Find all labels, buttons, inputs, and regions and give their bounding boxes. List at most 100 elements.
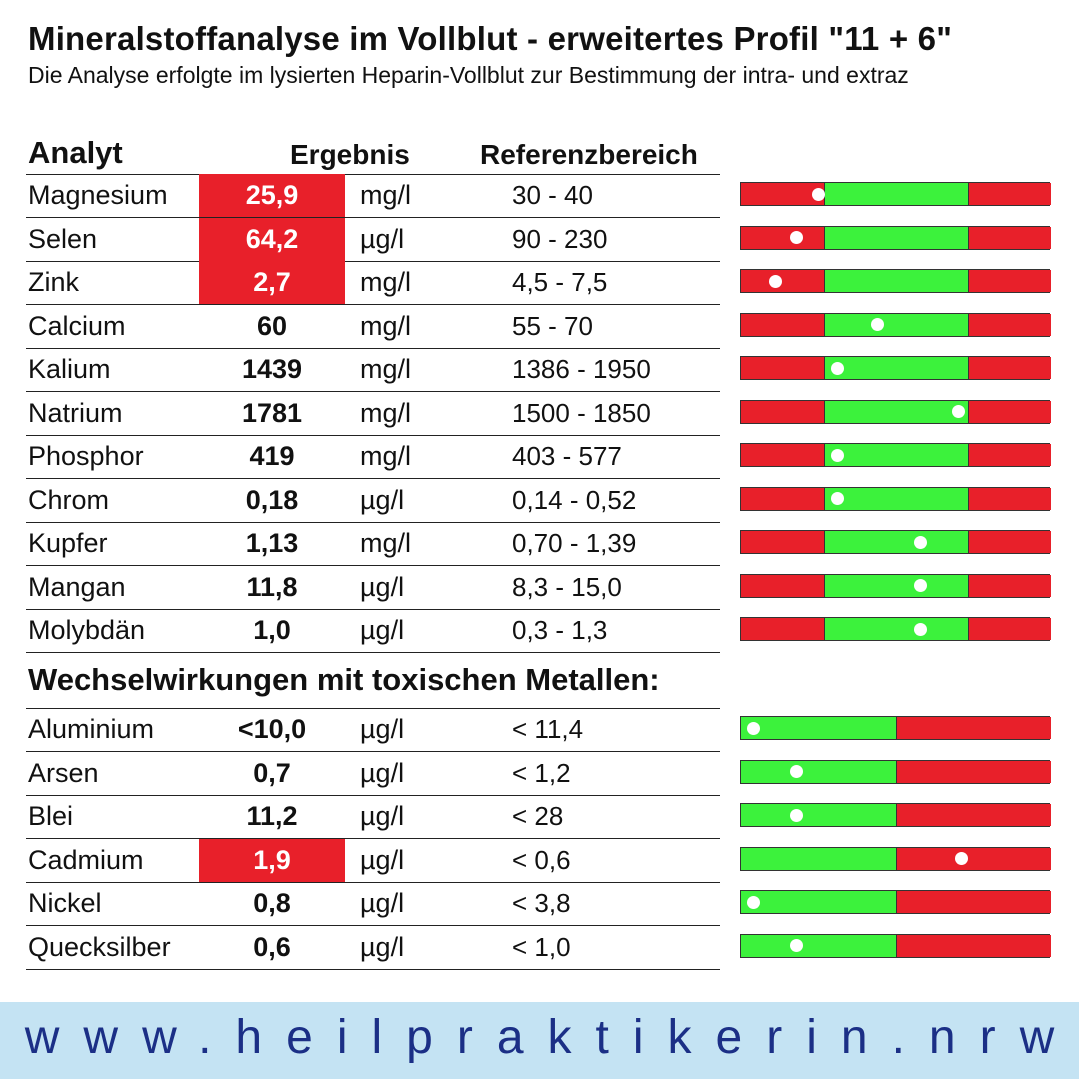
- table-row: Quecksilber 0,6 µg/l < 1,0: [0, 926, 1079, 970]
- range-indicator-bar: [740, 716, 1051, 740]
- range-boundary: [968, 313, 969, 336]
- range-segment-out: [741, 574, 824, 597]
- range-indicator-bar: [740, 617, 1051, 641]
- range-segment-out: [741, 183, 824, 205]
- result-unit: µg/l: [360, 844, 405, 875]
- range-segment-out: [968, 574, 1051, 597]
- footer-banner: www.heilpraktikerin.nrw: [0, 1002, 1079, 1079]
- range-segment-out: [896, 760, 1051, 783]
- table-row: Chrom 0,18 µg/l 0,14 - 0,52: [0, 479, 1079, 523]
- table-row: Zink 2,7 mg/l 4,5 - 7,5: [0, 261, 1079, 305]
- result-value: <10,0: [237, 714, 307, 744]
- result-value: 0,8: [253, 888, 291, 918]
- result-unit: µg/l: [360, 931, 405, 962]
- result-unit: mg/l: [360, 267, 412, 297]
- table-divider: [26, 608, 720, 610]
- range-boundary: [824, 313, 825, 336]
- value-marker-dot: [746, 895, 760, 909]
- range-segment-normal: [741, 717, 896, 739]
- range-boundary: [896, 717, 897, 739]
- reference-range: 55 - 70: [512, 310, 593, 341]
- result-unit: mg/l: [360, 354, 412, 384]
- range-boundary: [968, 270, 969, 292]
- table-row: Arsen 0,7 µg/l < 1,2: [0, 752, 1079, 796]
- reference-range: 4,5 - 7,5: [512, 267, 608, 297]
- analyte-name: Quecksilber: [28, 931, 171, 962]
- range-indicator-bar: [740, 486, 1051, 511]
- range-boundary: [824, 400, 825, 423]
- value-marker-dot: [951, 405, 965, 418]
- table-divider: [26, 521, 720, 523]
- table-divider: [26, 304, 720, 305]
- result-value: 25,9: [199, 174, 345, 217]
- result-unit: µg/l: [360, 223, 405, 254]
- analyte-name: Aluminium: [28, 714, 155, 744]
- value-marker-dot: [830, 448, 844, 462]
- range-indicator-bar: [740, 399, 1051, 424]
- reference-range: < 1,2: [512, 757, 571, 788]
- analyte-name: Nickel: [28, 888, 102, 918]
- range-segment-out: [968, 531, 1051, 553]
- range-indicator-bar: [740, 803, 1051, 827]
- range-segment-normal: [741, 891, 896, 913]
- table-divider: [26, 391, 720, 392]
- range-boundary: [824, 618, 825, 640]
- analyte-name: Molybdän: [28, 615, 146, 645]
- reference-range: 1500 - 1850: [512, 397, 651, 428]
- range-boundary: [968, 574, 969, 597]
- range-segment-normal: [824, 183, 968, 205]
- range-segment-out: [741, 444, 824, 466]
- result-unit: µg/l: [360, 888, 405, 918]
- table-row: Cadmium 1,9 µg/l < 0,6: [0, 838, 1079, 883]
- value-marker-dot: [790, 765, 804, 778]
- table-row: Blei 11,2 µg/l < 28: [0, 795, 1079, 839]
- result-value: 1,9: [199, 838, 345, 882]
- header-analyt: Analyt: [28, 135, 123, 170]
- range-boundary: [968, 444, 969, 466]
- reference-range: < 3,8: [512, 888, 571, 918]
- range-boundary: [968, 618, 969, 640]
- range-segment-out: [896, 717, 1051, 739]
- range-segment-out: [968, 226, 1051, 249]
- range-segment-normal: [824, 618, 968, 640]
- value-marker-dot: [746, 721, 760, 735]
- range-boundary: [824, 357, 825, 379]
- reference-range: 403 - 577: [512, 441, 622, 471]
- value-marker-dot: [830, 492, 844, 505]
- value-marker-dot: [830, 361, 844, 375]
- table-row: Mangan 11,8 µg/l 8,3 - 15,0: [0, 566, 1079, 610]
- analyte-name: Blei: [28, 801, 74, 831]
- analyte-name: Mangan: [28, 571, 126, 602]
- result-unit: mg/l: [360, 180, 412, 210]
- range-indicator-bar: [740, 356, 1051, 380]
- range-boundary: [824, 226, 825, 249]
- range-segment-out: [968, 618, 1051, 640]
- table-divider: [26, 174, 720, 175]
- value-marker-dot: [812, 187, 825, 201]
- footer-website-link[interactable]: www.heilpraktikerin.nrw: [24, 1011, 1079, 1064]
- range-segment-out: [896, 847, 1051, 870]
- result-unit: mg/l: [360, 528, 412, 558]
- analyte-name: Phosphor: [28, 441, 144, 471]
- range-boundary: [968, 357, 969, 379]
- range-segment-normal: [824, 531, 968, 553]
- range-boundary: [896, 891, 897, 913]
- table-divider: [26, 217, 720, 218]
- reference-range: 0,70 - 1,39: [512, 528, 637, 558]
- range-indicator-bar: [740, 846, 1051, 871]
- table-divider: [26, 968, 720, 970]
- table-row: Molybdän 1,0 µg/l 0,3 - 1,3: [0, 609, 1079, 653]
- table-divider: [26, 708, 720, 709]
- range-segment-normal: [741, 760, 896, 783]
- reference-range: 90 - 230: [512, 223, 608, 254]
- analyte-name: Arsen: [28, 757, 99, 788]
- result-value: 60: [256, 310, 288, 341]
- table-divider: [26, 260, 720, 262]
- range-indicator-bar: [740, 182, 1051, 206]
- result-value: 1439: [241, 354, 303, 384]
- range-segment-out: [968, 487, 1051, 510]
- range-segment-out: [741, 357, 824, 379]
- range-segment-out: [968, 444, 1051, 466]
- value-marker-dot: [790, 231, 804, 244]
- result-value: 11,2: [246, 801, 298, 831]
